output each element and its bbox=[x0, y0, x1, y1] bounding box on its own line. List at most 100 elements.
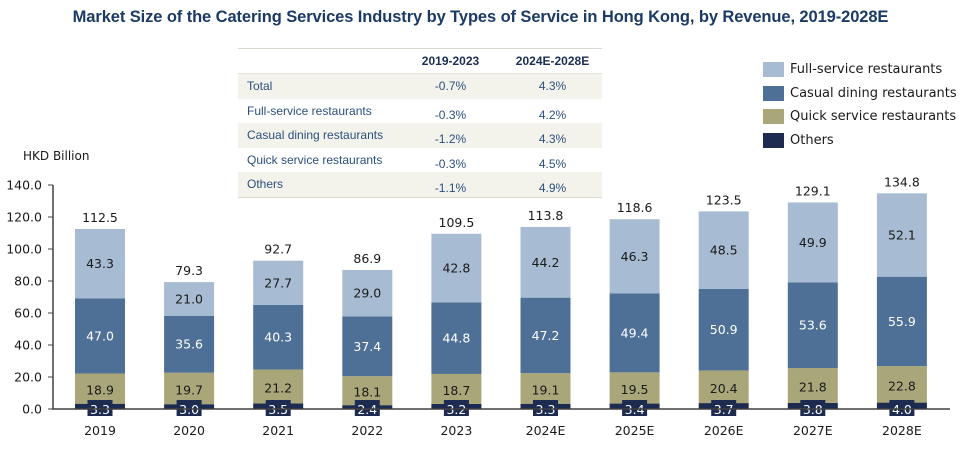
total-label: 134.8 bbox=[884, 174, 920, 189]
bar-segment-quick-service-restaurants bbox=[431, 373, 482, 404]
bar-segment-casual-dining-restaurants bbox=[75, 298, 125, 374]
data-label-box-others bbox=[443, 400, 469, 416]
total-label: 112.5 bbox=[82, 210, 118, 225]
bar-segment-casual-dining-restaurants bbox=[164, 315, 215, 373]
cagr-row-period1: -0.3% bbox=[434, 107, 467, 122]
data-label-full-service-restaurants: 52.1 bbox=[888, 228, 916, 243]
y-tick-label: 100.0 bbox=[6, 242, 42, 257]
x-tick-label: 2019 bbox=[84, 423, 116, 438]
chart-legend: Full-service restaurants Casual dining r… bbox=[763, 58, 957, 152]
legend-swatch bbox=[763, 85, 784, 101]
cagr-table: 2019-2023 2024E-2028E Total -0.7% 4.3% F… bbox=[238, 48, 602, 198]
data-label-full-service-restaurants: 21.0 bbox=[175, 291, 203, 306]
data-label-full-service-restaurants: 27.7 bbox=[264, 275, 292, 290]
total-label: 109.5 bbox=[439, 215, 475, 230]
bar-segment-full-service-restaurants bbox=[520, 226, 571, 298]
x-tick-label: 2025E bbox=[615, 423, 655, 438]
bar-segment-full-service-restaurants bbox=[609, 219, 660, 294]
bar-segment-quick-service-restaurants bbox=[609, 372, 660, 404]
data-label-box-others bbox=[889, 400, 915, 416]
cagr-row-label: Quick service restaurants bbox=[247, 152, 383, 167]
total-label: 113.8 bbox=[528, 208, 564, 223]
cagr-row-period1: -0.7% bbox=[434, 79, 467, 94]
legend-swatch bbox=[763, 109, 784, 125]
total-label: 79.3 bbox=[175, 263, 203, 278]
total-label: 86.9 bbox=[353, 251, 381, 266]
total-label: 123.5 bbox=[706, 192, 742, 207]
bar-segment-casual-dining-restaurants bbox=[253, 305, 304, 370]
data-label-box-others bbox=[354, 400, 380, 416]
data-label-full-service-restaurants: 43.3 bbox=[86, 256, 114, 271]
cagr-row-label: Full-service restaurants bbox=[247, 103, 372, 118]
x-tick-label: 2020 bbox=[173, 423, 205, 438]
data-label-casual-dining-restaurants: 50.9 bbox=[710, 322, 738, 337]
cagr-row-period1: -1.1% bbox=[434, 181, 467, 196]
x-tick-label: 2021 bbox=[262, 423, 294, 438]
data-label-quick-service-restaurants: 20.4 bbox=[710, 381, 738, 396]
cagr-row-others: Others -1.1% 4.9% bbox=[238, 172, 602, 198]
cagr-row-period2: 4.5% bbox=[538, 156, 567, 171]
legend-label: Full-service restaurants bbox=[790, 62, 943, 78]
cagr-row-total: Total -0.7% 4.3% bbox=[238, 74, 602, 99]
x-tick-label: 2027E bbox=[793, 423, 833, 438]
cagr-row-period2: 4.9% bbox=[538, 181, 567, 196]
bar-segment-casual-dining-restaurants bbox=[520, 297, 571, 374]
bar-stack-2020: 3.019.735.621.079.3 bbox=[164, 263, 215, 417]
cagr-row-full-service: Full-service restaurants -0.3% 4.2% bbox=[238, 99, 602, 124]
bars: 3.318.947.043.3112.53.019.735.621.079.33… bbox=[75, 174, 927, 417]
data-label-full-service-restaurants: 48.5 bbox=[710, 243, 738, 258]
bar-segment-full-service-restaurants bbox=[787, 202, 838, 283]
data-label-casual-dining-restaurants: 49.4 bbox=[621, 325, 649, 340]
data-label-quick-service-restaurants: 18.1 bbox=[353, 385, 381, 400]
bar-segment-quick-service-restaurants bbox=[876, 366, 927, 403]
data-label-quick-service-restaurants: 18.9 bbox=[86, 383, 114, 398]
data-label-box-others bbox=[87, 400, 113, 416]
cagr-table-header: 2019-2023 2024E-2028E bbox=[238, 49, 602, 74]
bar-segment-casual-dining-restaurants bbox=[876, 276, 927, 367]
y-axis-ticks: 0.0 20.0 40.0 60.0 80.0 100.0 120.0 140.0 bbox=[6, 178, 53, 417]
data-label-quick-service-restaurants: 22.8 bbox=[888, 379, 916, 394]
data-label-box-others bbox=[265, 400, 291, 416]
x-tick-label: 2022 bbox=[351, 423, 383, 438]
bar-segment-full-service-restaurants bbox=[876, 193, 927, 277]
bar-segment-quick-service-restaurants bbox=[698, 370, 749, 404]
data-label-casual-dining-restaurants: 37.4 bbox=[353, 339, 381, 354]
bar-segment-full-service-restaurants bbox=[698, 211, 749, 289]
data-label-casual-dining-restaurants: 44.8 bbox=[442, 331, 470, 346]
data-label-quick-service-restaurants: 19.5 bbox=[621, 382, 649, 397]
data-label-quick-service-restaurants: 21.2 bbox=[264, 381, 292, 396]
data-label-casual-dining-restaurants: 35.6 bbox=[175, 337, 203, 352]
legend-item-casual-dining: Casual dining restaurants bbox=[763, 82, 957, 106]
y-tick-label: 60.0 bbox=[14, 306, 42, 321]
y-tick-label: 120.0 bbox=[6, 210, 42, 225]
legend-swatch bbox=[763, 132, 784, 148]
data-label-box-others bbox=[533, 400, 558, 416]
cagr-header-period1: 2019-2023 bbox=[421, 54, 480, 68]
legend-label: Casual dining restaurants bbox=[790, 85, 957, 101]
data-label-box-others bbox=[800, 400, 826, 416]
x-tick-label: 2023 bbox=[440, 423, 472, 438]
data-label-casual-dining-restaurants: 55.9 bbox=[888, 314, 916, 329]
bar-segment-full-service-restaurants bbox=[75, 229, 125, 299]
bar-segment-casual-dining-restaurants bbox=[698, 289, 749, 371]
cagr-row-period1: -0.3% bbox=[434, 156, 467, 171]
bar-segment-quick-service-restaurants bbox=[75, 373, 125, 404]
data-label-box-others bbox=[711, 400, 737, 416]
cagr-header-period2: 2024E-2028E bbox=[515, 54, 590, 68]
bar-segment-full-service-restaurants bbox=[431, 233, 482, 303]
bar-segment-casual-dining-restaurants bbox=[342, 316, 393, 377]
bar-segment-quick-service-restaurants bbox=[164, 372, 215, 405]
bar-segment-casual-dining-restaurants bbox=[431, 302, 482, 374]
bar-segment-full-service-restaurants bbox=[164, 282, 215, 316]
x-tick-label: 2028E bbox=[882, 423, 922, 438]
legend-item-others: Others bbox=[763, 129, 957, 153]
legend-swatch bbox=[763, 62, 784, 78]
bar-segment-casual-dining-restaurants bbox=[609, 293, 660, 373]
